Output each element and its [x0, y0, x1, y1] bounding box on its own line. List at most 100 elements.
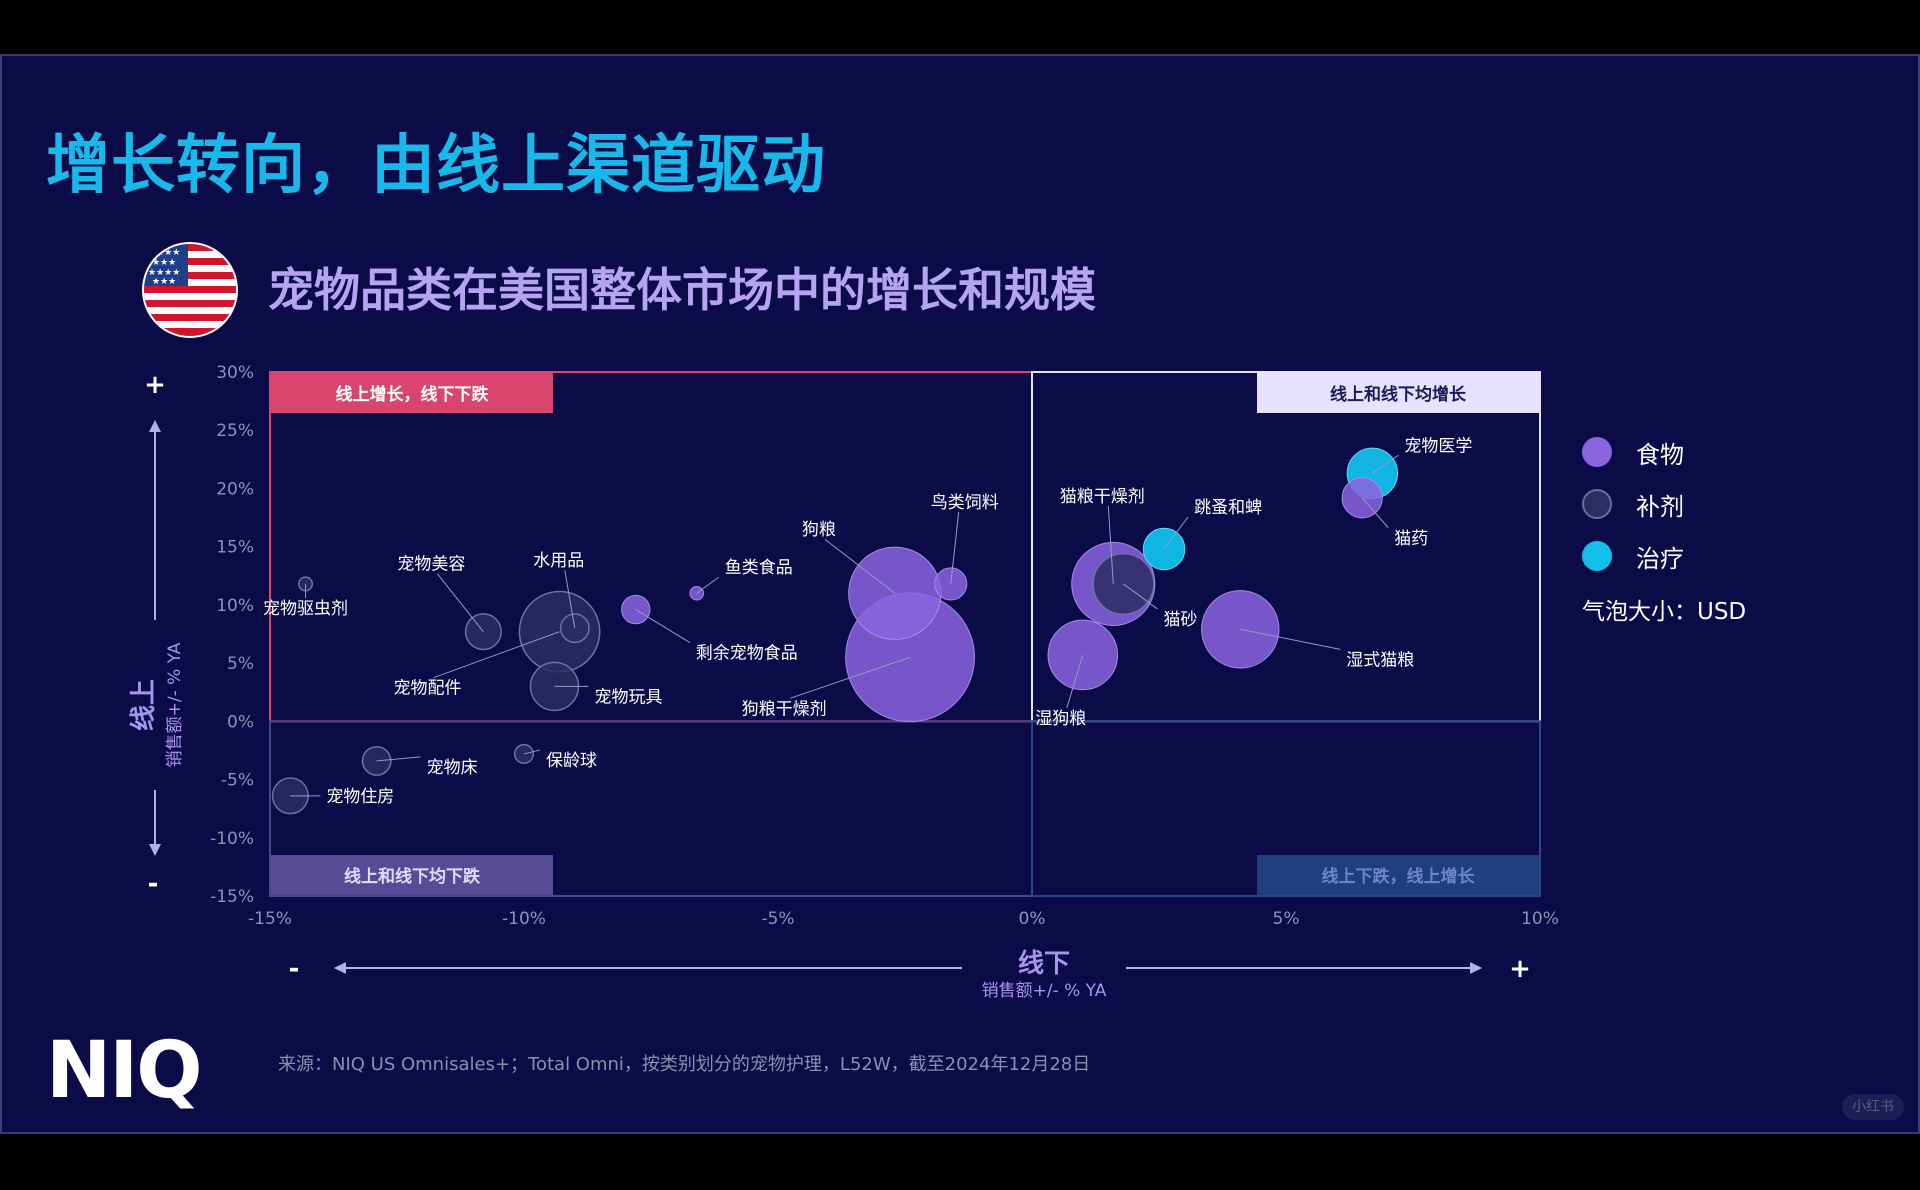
x-tick-label: -10% [502, 909, 546, 929]
bubble [1201, 590, 1280, 669]
bubble [621, 594, 651, 625]
quadrant-label-bottom-right: 线上下跌，线上增长 [1322, 866, 1476, 887]
y-tick-label: -10% [210, 829, 254, 849]
leader-line [635, 609, 691, 643]
leader-line [436, 573, 484, 632]
legend-item-supplement: 补剂 [1582, 478, 1746, 530]
y-axis-plus: + [144, 370, 166, 400]
bubble-label: 湿狗粮 [1035, 709, 1086, 729]
niq-logo: NIQ [46, 1026, 203, 1116]
leader-line [376, 756, 421, 762]
slide-title: 增长转向，由线上渠道驱动 [46, 129, 826, 203]
x-axis-arrowhead-left [334, 962, 346, 974]
bubble-label: 水用品 [533, 551, 584, 571]
svg-text:★★★: ★★★ [152, 277, 176, 287]
bubble-label: 猫粮干燥剂 [1060, 487, 1145, 507]
x-axis-plus: + [1509, 954, 1531, 984]
legend-label-supplement: 补剂 [1636, 492, 1684, 521]
leader-line [950, 511, 960, 584]
y-axis-arrowhead-up [149, 420, 161, 432]
y-tick-label: 10% [216, 596, 254, 616]
x-axis-title: 线下 [1018, 949, 1070, 979]
leader-line [1361, 497, 1389, 529]
bubble-label: 跳蚤和蜱 [1194, 498, 1262, 518]
bubble [1142, 527, 1186, 571]
legend-label-treatment: 治疗 [1636, 544, 1684, 573]
bubble-label: 猫砂 [1163, 610, 1197, 630]
source-note: 来源：NIQ US Omnisales+；Total Omni，按类别划分的宠物… [278, 1054, 1091, 1075]
y-tick-label: 25% [216, 421, 254, 441]
leader-line [789, 656, 911, 699]
legend: 食物 补剂 治疗 气泡大小：USD [1582, 426, 1746, 626]
quadrant-label-top-right-box [1257, 373, 1539, 413]
leader-line [696, 576, 720, 594]
svg-text:★★★★: ★★★★ [148, 248, 180, 258]
y-axis-minus: - [148, 869, 159, 899]
x-tick-label: -15% [248, 909, 292, 929]
legend-dot-treatment [1582, 541, 1612, 571]
leader-line [1240, 628, 1341, 650]
y-axis-title: 线上 [129, 679, 159, 731]
y-tick-label: 5% [227, 654, 254, 674]
y-tick-label: -15% [210, 887, 254, 907]
bubble-label: 狗粮 [802, 520, 836, 540]
y-tick-label: 30% [216, 363, 254, 383]
bubble-label: 宠物美容 [397, 555, 465, 575]
legend-dot-supplement [1582, 489, 1612, 519]
y-tick-label: -5% [221, 771, 254, 791]
legend-dot-food [1582, 437, 1612, 467]
quadrant-label-bottom-left: 线上和线下均下跌 [344, 866, 481, 887]
chart-subtitle: 宠物品类在美国整体市场中的增长和规模 [268, 263, 1096, 317]
y-tick-label: 15% [216, 538, 254, 558]
quadrant-label-bottom-left-box [271, 855, 553, 895]
leader-line [433, 631, 560, 679]
legend-item-treatment: 治疗 [1582, 530, 1746, 582]
y-tick-label: 20% [216, 479, 254, 499]
x-axis-minus: - [289, 954, 300, 984]
bubble-label: 湿式猫粮 [1346, 650, 1414, 670]
leader-line [1163, 516, 1189, 550]
x-tick-label: 0% [1019, 909, 1046, 929]
svg-text:★★★★: ★★★★ [148, 268, 180, 278]
bubble-label: 剩余宠物食品 [696, 644, 798, 664]
x-tick-label: -5% [761, 909, 794, 929]
leader-line [1066, 654, 1084, 709]
bubble-label: 宠物配件 [394, 679, 462, 699]
x-axis-subtitle: 销售额+/- % YA [982, 981, 1107, 1001]
quadrant-label-top-left-box [271, 373, 553, 413]
svg-text:★★★: ★★★ [152, 258, 176, 268]
bubble-label: 狗粮干燥剂 [742, 699, 827, 719]
us-flag-icon: ★★★★ ★★★ ★★★★ ★★★ [142, 242, 238, 338]
bubble-label: 宠物驱虫剂 [263, 599, 348, 619]
bubble-label: 宠物医学 [1404, 436, 1472, 456]
bubble-label: 猫药 [1394, 529, 1428, 549]
bubble-label: 宠物床 [427, 758, 478, 778]
bubble [934, 567, 968, 601]
legend-label-food: 食物 [1636, 440, 1684, 469]
x-tick-label: 10% [1521, 909, 1559, 929]
y-axis-arrowhead-down [149, 844, 161, 856]
quadrant-label-top-right: 线上和线下均增长 [1330, 384, 1467, 405]
y-tick-label: 0% [227, 712, 254, 732]
bubble-label: 保龄球 [546, 751, 597, 771]
leader-line [564, 570, 576, 629]
leader-line [1123, 583, 1158, 610]
quadrant-label-top-left: 线上增长，线下下跌 [336, 384, 490, 405]
bubble [689, 585, 705, 601]
watermark: 小红书 [1842, 1094, 1904, 1120]
slide: 增长转向，由线上渠道驱动 ★★★★ ★★★ ★★★★ ★★★ 宠物品类在美国整体… [0, 54, 1920, 1134]
quadrant-label-bottom-right-box [1257, 855, 1539, 895]
y-axis-subtitle: 销售额+/- % YA [165, 642, 185, 767]
bubble-label: 鱼类食品 [725, 558, 793, 578]
bubble-label: 宠物住房 [326, 787, 394, 807]
leader-line [523, 749, 541, 755]
quadrant-bottom-right [1031, 720, 1541, 897]
leader-line [1107, 505, 1114, 584]
bubble-size-note: 气泡大小：USD [1582, 599, 1747, 625]
x-axis-arrowhead-right [1470, 962, 1482, 974]
legend-item-food: 食物 [1582, 426, 1746, 478]
leader-line [824, 538, 896, 594]
x-tick-label: 5% [1273, 909, 1300, 929]
leader-line [1372, 454, 1399, 474]
